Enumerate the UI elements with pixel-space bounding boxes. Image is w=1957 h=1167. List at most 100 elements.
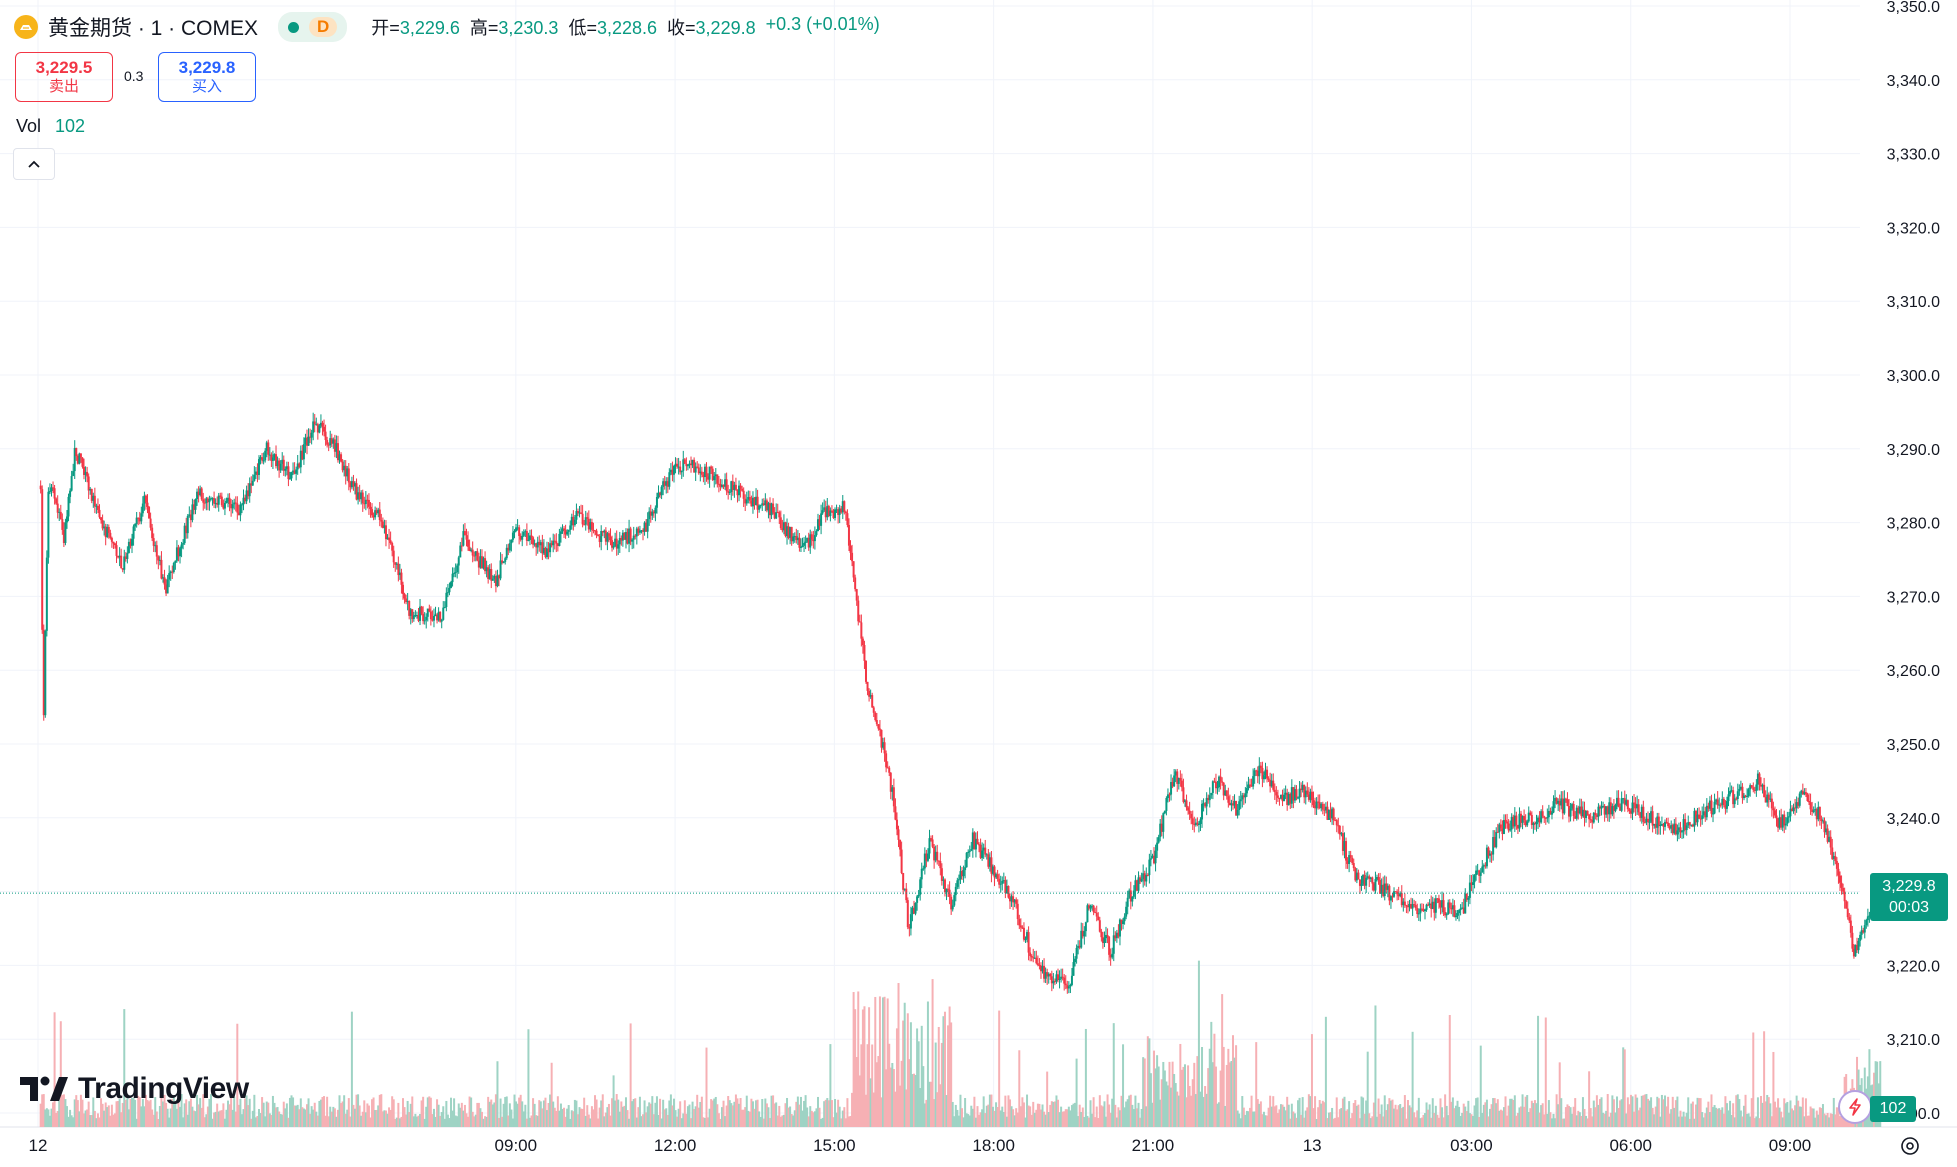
candle-body — [134, 523, 137, 527]
volume-bar — [1509, 1098, 1512, 1127]
volume-bar — [1772, 1051, 1775, 1127]
volume-bar — [861, 1009, 864, 1127]
volume-bar — [782, 1114, 785, 1127]
volume-bar — [855, 1057, 858, 1127]
candle-body — [1419, 908, 1422, 914]
candle-body — [816, 519, 819, 532]
volume-bar — [1650, 1097, 1653, 1127]
volume-bar — [1506, 1115, 1509, 1127]
volume-bar — [750, 1098, 753, 1127]
volume-bar — [943, 1011, 946, 1127]
candle-body — [76, 456, 79, 464]
candle-body — [933, 846, 936, 861]
candle-body — [1549, 810, 1552, 815]
candle-body — [161, 577, 164, 579]
volume-bar — [823, 1101, 826, 1127]
volume-bar — [234, 1111, 237, 1127]
candle-body — [1098, 920, 1101, 932]
lightning-button[interactable] — [1838, 1090, 1872, 1124]
market-status-pill[interactable]: D — [278, 12, 348, 42]
candle-body — [1190, 813, 1193, 819]
volume-bar — [123, 1009, 126, 1127]
candle-body — [463, 531, 466, 536]
candle-body — [889, 772, 892, 792]
candle-body — [891, 787, 894, 792]
settings-icon[interactable] — [1897, 1133, 1923, 1159]
candle-body — [338, 454, 341, 461]
volume-bar — [897, 983, 900, 1127]
candle-body — [288, 478, 291, 480]
volume-bar — [1746, 1113, 1749, 1127]
candle-body — [1301, 784, 1304, 791]
candle-body — [1019, 925, 1022, 928]
candle-body — [1798, 793, 1801, 806]
candle-body — [1812, 810, 1815, 812]
candle-body — [1558, 800, 1561, 806]
candle-body — [829, 510, 832, 517]
candle-body — [519, 535, 522, 540]
volume-bar — [1298, 1097, 1301, 1127]
volume-bar — [559, 1103, 562, 1127]
volume-bar — [1718, 1108, 1721, 1127]
volume-bar — [809, 1106, 812, 1127]
candle-body — [1101, 937, 1104, 944]
candle-body — [838, 508, 841, 515]
volume-bar — [202, 1094, 205, 1127]
candle-body — [474, 551, 477, 556]
chevron-up-icon — [28, 160, 40, 168]
candle-body — [564, 530, 567, 535]
candle-body — [1410, 903, 1413, 909]
tradingview-watermark[interactable]: TradingView — [20, 1072, 249, 1106]
candle-body — [621, 532, 624, 541]
candle-body — [402, 584, 404, 594]
volume-bar — [470, 1097, 473, 1127]
volume-bar — [1417, 1097, 1420, 1127]
candle-body — [290, 472, 293, 479]
candle-body — [332, 439, 335, 444]
candle-body — [1149, 858, 1152, 860]
volume-bar — [731, 1105, 734, 1127]
candle-body — [180, 544, 183, 549]
candle-body — [830, 510, 833, 512]
volume-bar — [319, 1099, 322, 1127]
volume-bar — [205, 1114, 208, 1127]
volume-bar — [1622, 1047, 1625, 1127]
symbol-title[interactable]: 黄金期货 · 1 · COMEX — [48, 17, 259, 40]
volume-bar — [1800, 1106, 1803, 1127]
collapse-legend-button[interactable] — [13, 148, 55, 180]
volume-bar — [251, 1110, 254, 1127]
volume-bar — [371, 1099, 374, 1127]
candle-body — [959, 871, 962, 880]
candle-body — [330, 438, 333, 444]
volume-bar — [651, 1096, 654, 1127]
candle-body — [499, 560, 502, 579]
candle-body — [1777, 818, 1780, 828]
candle-body — [700, 471, 703, 475]
volume-bar — [1555, 1094, 1558, 1127]
volume-bar — [968, 1115, 971, 1127]
buy-button[interactable]: 3,229.8 买入 — [158, 52, 256, 102]
volume-bar — [223, 1118, 226, 1127]
volume-bar — [1777, 1098, 1780, 1127]
volume-bar — [1343, 1096, 1346, 1127]
volume-bar — [1218, 1102, 1221, 1127]
volume-bar — [256, 1115, 259, 1127]
volume-bar — [1074, 1102, 1077, 1127]
volume-bar — [1804, 1098, 1807, 1127]
volume-bar — [1489, 1108, 1492, 1127]
sell-button[interactable]: 3,229.5 卖出 — [15, 52, 113, 102]
candle-body — [191, 504, 194, 521]
candle-body — [555, 541, 558, 544]
volume-bar — [550, 1062, 553, 1127]
candle-body — [1162, 813, 1165, 832]
candle-body — [719, 484, 722, 487]
candle-body — [1634, 803, 1637, 809]
volume-bar — [1123, 1107, 1126, 1127]
candle-body — [1550, 812, 1553, 815]
candle-body — [1662, 824, 1665, 827]
candle-body — [525, 531, 528, 541]
volume-bar — [660, 1118, 663, 1127]
candle-body — [1182, 787, 1185, 802]
candle-body — [1801, 790, 1804, 795]
